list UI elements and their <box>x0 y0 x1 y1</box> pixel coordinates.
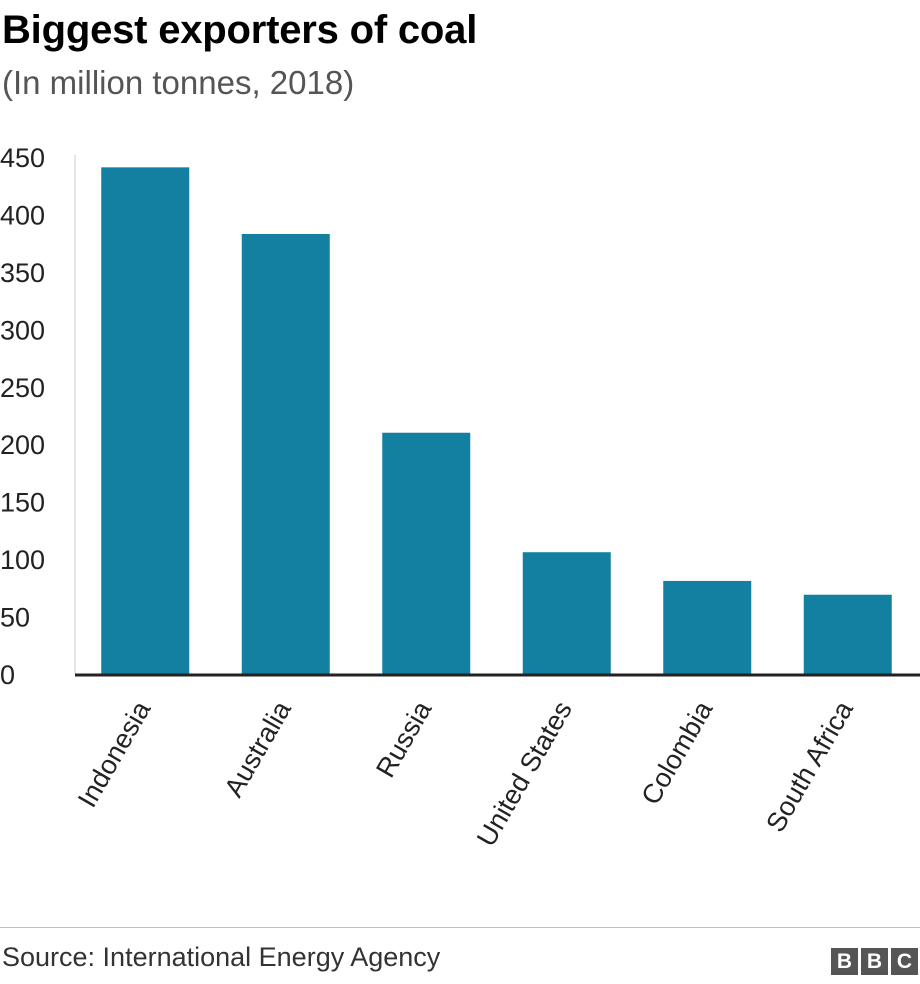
y-tick-label: 0 <box>0 660 15 690</box>
y-tick-label: 100 <box>0 545 45 575</box>
footer-divider <box>0 927 920 928</box>
y-tick-label: 150 <box>0 488 45 518</box>
chart-subtitle: (In million tonnes, 2018) <box>2 64 355 101</box>
y-tick-label: 300 <box>0 315 45 345</box>
y-tick-label: 450 <box>0 143 45 173</box>
y-tick-label: 50 <box>0 603 30 633</box>
x-category-label: Australia <box>218 695 297 802</box>
bbc-logo-letter: B <box>831 948 858 975</box>
bar <box>663 580 752 674</box>
y-tick-label: 200 <box>0 430 45 460</box>
x-category-label: Colombia <box>635 695 718 810</box>
bbc-logo: B B C <box>831 948 918 975</box>
bar-chart: 0 50 100 150 200 250 300 350 400 450 Indonesia Aust… <box>0 143 920 851</box>
x-category-label: United States <box>471 696 578 851</box>
x-category-label: South Africa <box>760 695 859 837</box>
bar <box>241 233 330 674</box>
x-category-label: Indonesia <box>72 695 157 812</box>
y-tick-label: 350 <box>0 258 45 288</box>
bar <box>803 594 892 674</box>
x-category-label: Russia <box>370 695 438 782</box>
bar <box>101 167 190 674</box>
chart-title: Biggest exporters of coal <box>2 8 478 52</box>
bbc-logo-letter: C <box>891 948 918 975</box>
bar <box>522 552 611 674</box>
y-tick-label: 250 <box>0 373 45 403</box>
bar <box>382 432 471 674</box>
bbc-logo-letter: B <box>861 948 888 975</box>
source-note: Source: International Energy Agency <box>2 942 441 972</box>
y-tick-label: 400 <box>0 200 45 230</box>
